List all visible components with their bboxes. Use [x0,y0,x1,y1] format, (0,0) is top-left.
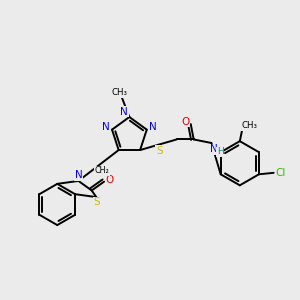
Text: S: S [94,197,101,207]
Text: CH₃: CH₃ [241,121,257,130]
Text: CH₂: CH₂ [95,166,110,175]
Text: Cl: Cl [276,168,286,178]
Text: H: H [217,147,224,156]
Text: N: N [75,170,82,180]
Text: O: O [181,117,190,127]
Text: O: O [105,175,113,185]
Text: S: S [156,146,163,156]
Text: N: N [149,122,157,132]
Text: CH₃: CH₃ [112,88,128,97]
Text: N: N [120,107,128,117]
Text: N: N [102,122,110,132]
Text: N: N [210,145,218,154]
